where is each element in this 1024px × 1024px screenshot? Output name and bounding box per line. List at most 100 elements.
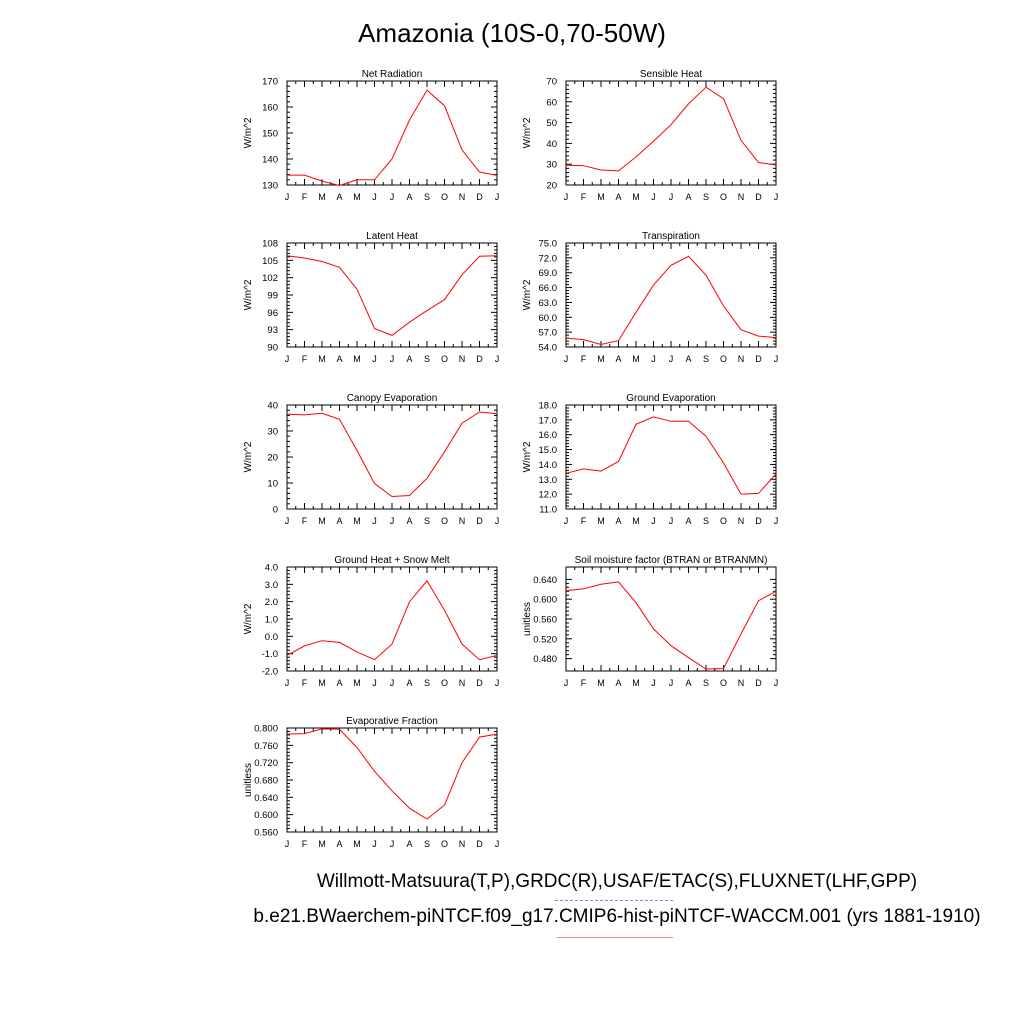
data-point xyxy=(339,419,341,421)
x-tick-label: M xyxy=(632,354,640,364)
x-tick-label: M xyxy=(597,354,605,364)
x-tick-label: A xyxy=(615,516,621,526)
data-point xyxy=(479,736,481,738)
x-tick-label: A xyxy=(336,516,342,526)
x-tick-label: D xyxy=(476,839,483,849)
y-tick-label: 160 xyxy=(262,103,278,114)
data-point xyxy=(461,274,463,276)
chart-title: Net Radiation xyxy=(362,69,423,80)
data-point xyxy=(635,312,637,314)
x-tick-label: M xyxy=(597,678,605,688)
y-tick-label: 66.0 xyxy=(539,283,558,294)
x-tick-label: J xyxy=(372,839,377,849)
chart-title: Latent Heat xyxy=(366,231,418,242)
y-tick-label: 99 xyxy=(267,291,278,302)
data-point xyxy=(496,175,498,177)
y-tick-label: 14.0 xyxy=(539,460,558,471)
x-tick-label: J xyxy=(390,839,395,849)
y-tick-label: 0.560 xyxy=(533,615,557,626)
data-point xyxy=(670,645,672,647)
y-tick-label: 0 xyxy=(273,505,278,516)
data-point xyxy=(775,337,777,339)
data-point xyxy=(565,590,567,592)
x-tick-label: D xyxy=(476,678,483,688)
y-tick-label: 170 xyxy=(262,77,278,88)
y-tick-label: 105 xyxy=(262,256,278,267)
x-tick-label: A xyxy=(685,354,691,364)
data-point xyxy=(409,807,411,809)
data-series-line xyxy=(565,86,777,172)
data-point xyxy=(321,640,323,642)
y-axis-label: W/m^2 xyxy=(243,603,254,634)
data-point xyxy=(304,414,306,416)
data-point xyxy=(653,141,655,143)
x-tick-label: J xyxy=(564,192,569,202)
data-point xyxy=(775,590,777,592)
x-tick-label: J xyxy=(390,192,395,202)
data-point xyxy=(740,139,742,141)
data-point xyxy=(600,169,602,171)
data-point xyxy=(444,105,446,107)
data-point xyxy=(409,321,411,323)
x-tick-label: J xyxy=(372,192,377,202)
data-point xyxy=(356,747,358,749)
x-tick-label: A xyxy=(406,839,412,849)
y-tick-label: 40 xyxy=(267,401,278,412)
x-tick-label: D xyxy=(476,192,483,202)
y-tick-label: 63.0 xyxy=(539,298,558,309)
data-point xyxy=(444,299,446,301)
x-tick-label: J xyxy=(372,516,377,526)
plot-frame xyxy=(565,566,777,672)
data-point xyxy=(565,337,567,339)
x-tick-label: M xyxy=(318,516,326,526)
x-tick-label: S xyxy=(424,839,430,849)
y-tick-label: 102 xyxy=(262,273,278,284)
y-tick-label: 16.0 xyxy=(539,430,558,441)
data-point xyxy=(705,86,707,88)
data-point xyxy=(374,179,376,181)
x-tick-label: O xyxy=(441,192,448,202)
y-axis-label: W/m^2 xyxy=(522,117,533,148)
x-tick-label: F xyxy=(581,192,587,202)
plot-frame xyxy=(286,242,498,348)
y-tick-label: 0.600 xyxy=(254,810,278,821)
x-tick-label: J xyxy=(390,354,395,364)
data-point xyxy=(409,601,411,603)
data-series-line xyxy=(286,411,498,498)
data-series-line xyxy=(286,580,498,661)
y-tick-label: 60 xyxy=(546,97,557,108)
x-tick-label: O xyxy=(720,678,727,688)
x-tick-label: J xyxy=(285,839,290,849)
y-tick-label: -1.0 xyxy=(262,649,278,660)
x-tick-label: J xyxy=(774,354,779,364)
y-tick-label: 130 xyxy=(262,181,278,192)
chart-panel: Soil moisture factor (BTRAN or BTRANMN) u… xyxy=(522,555,778,688)
data-point xyxy=(705,435,707,437)
y-tick-label: 108 xyxy=(262,239,278,250)
plot-frame xyxy=(286,566,498,672)
data-point xyxy=(426,310,428,312)
data-point xyxy=(374,328,376,330)
data-point xyxy=(304,645,306,647)
x-tick-label: A xyxy=(615,192,621,202)
x-tick-label: O xyxy=(441,516,448,526)
data-point xyxy=(356,179,358,181)
x-tick-label: M xyxy=(353,678,361,688)
data-point xyxy=(758,493,760,495)
y-tick-label: 18.0 xyxy=(539,401,558,412)
y-tick-label: 30 xyxy=(546,160,557,171)
x-tick-label: F xyxy=(581,516,587,526)
y-tick-label: 10 xyxy=(267,479,278,490)
y-tick-label: 96 xyxy=(267,308,278,319)
data-point xyxy=(356,288,358,290)
x-tick-label: N xyxy=(738,678,745,688)
x-tick-label: D xyxy=(755,354,762,364)
x-tick-label: D xyxy=(476,354,483,364)
plot-frame xyxy=(286,80,498,186)
x-tick-label: J xyxy=(774,192,779,202)
y-tick-label: 70 xyxy=(546,77,557,88)
data-point xyxy=(286,255,288,257)
